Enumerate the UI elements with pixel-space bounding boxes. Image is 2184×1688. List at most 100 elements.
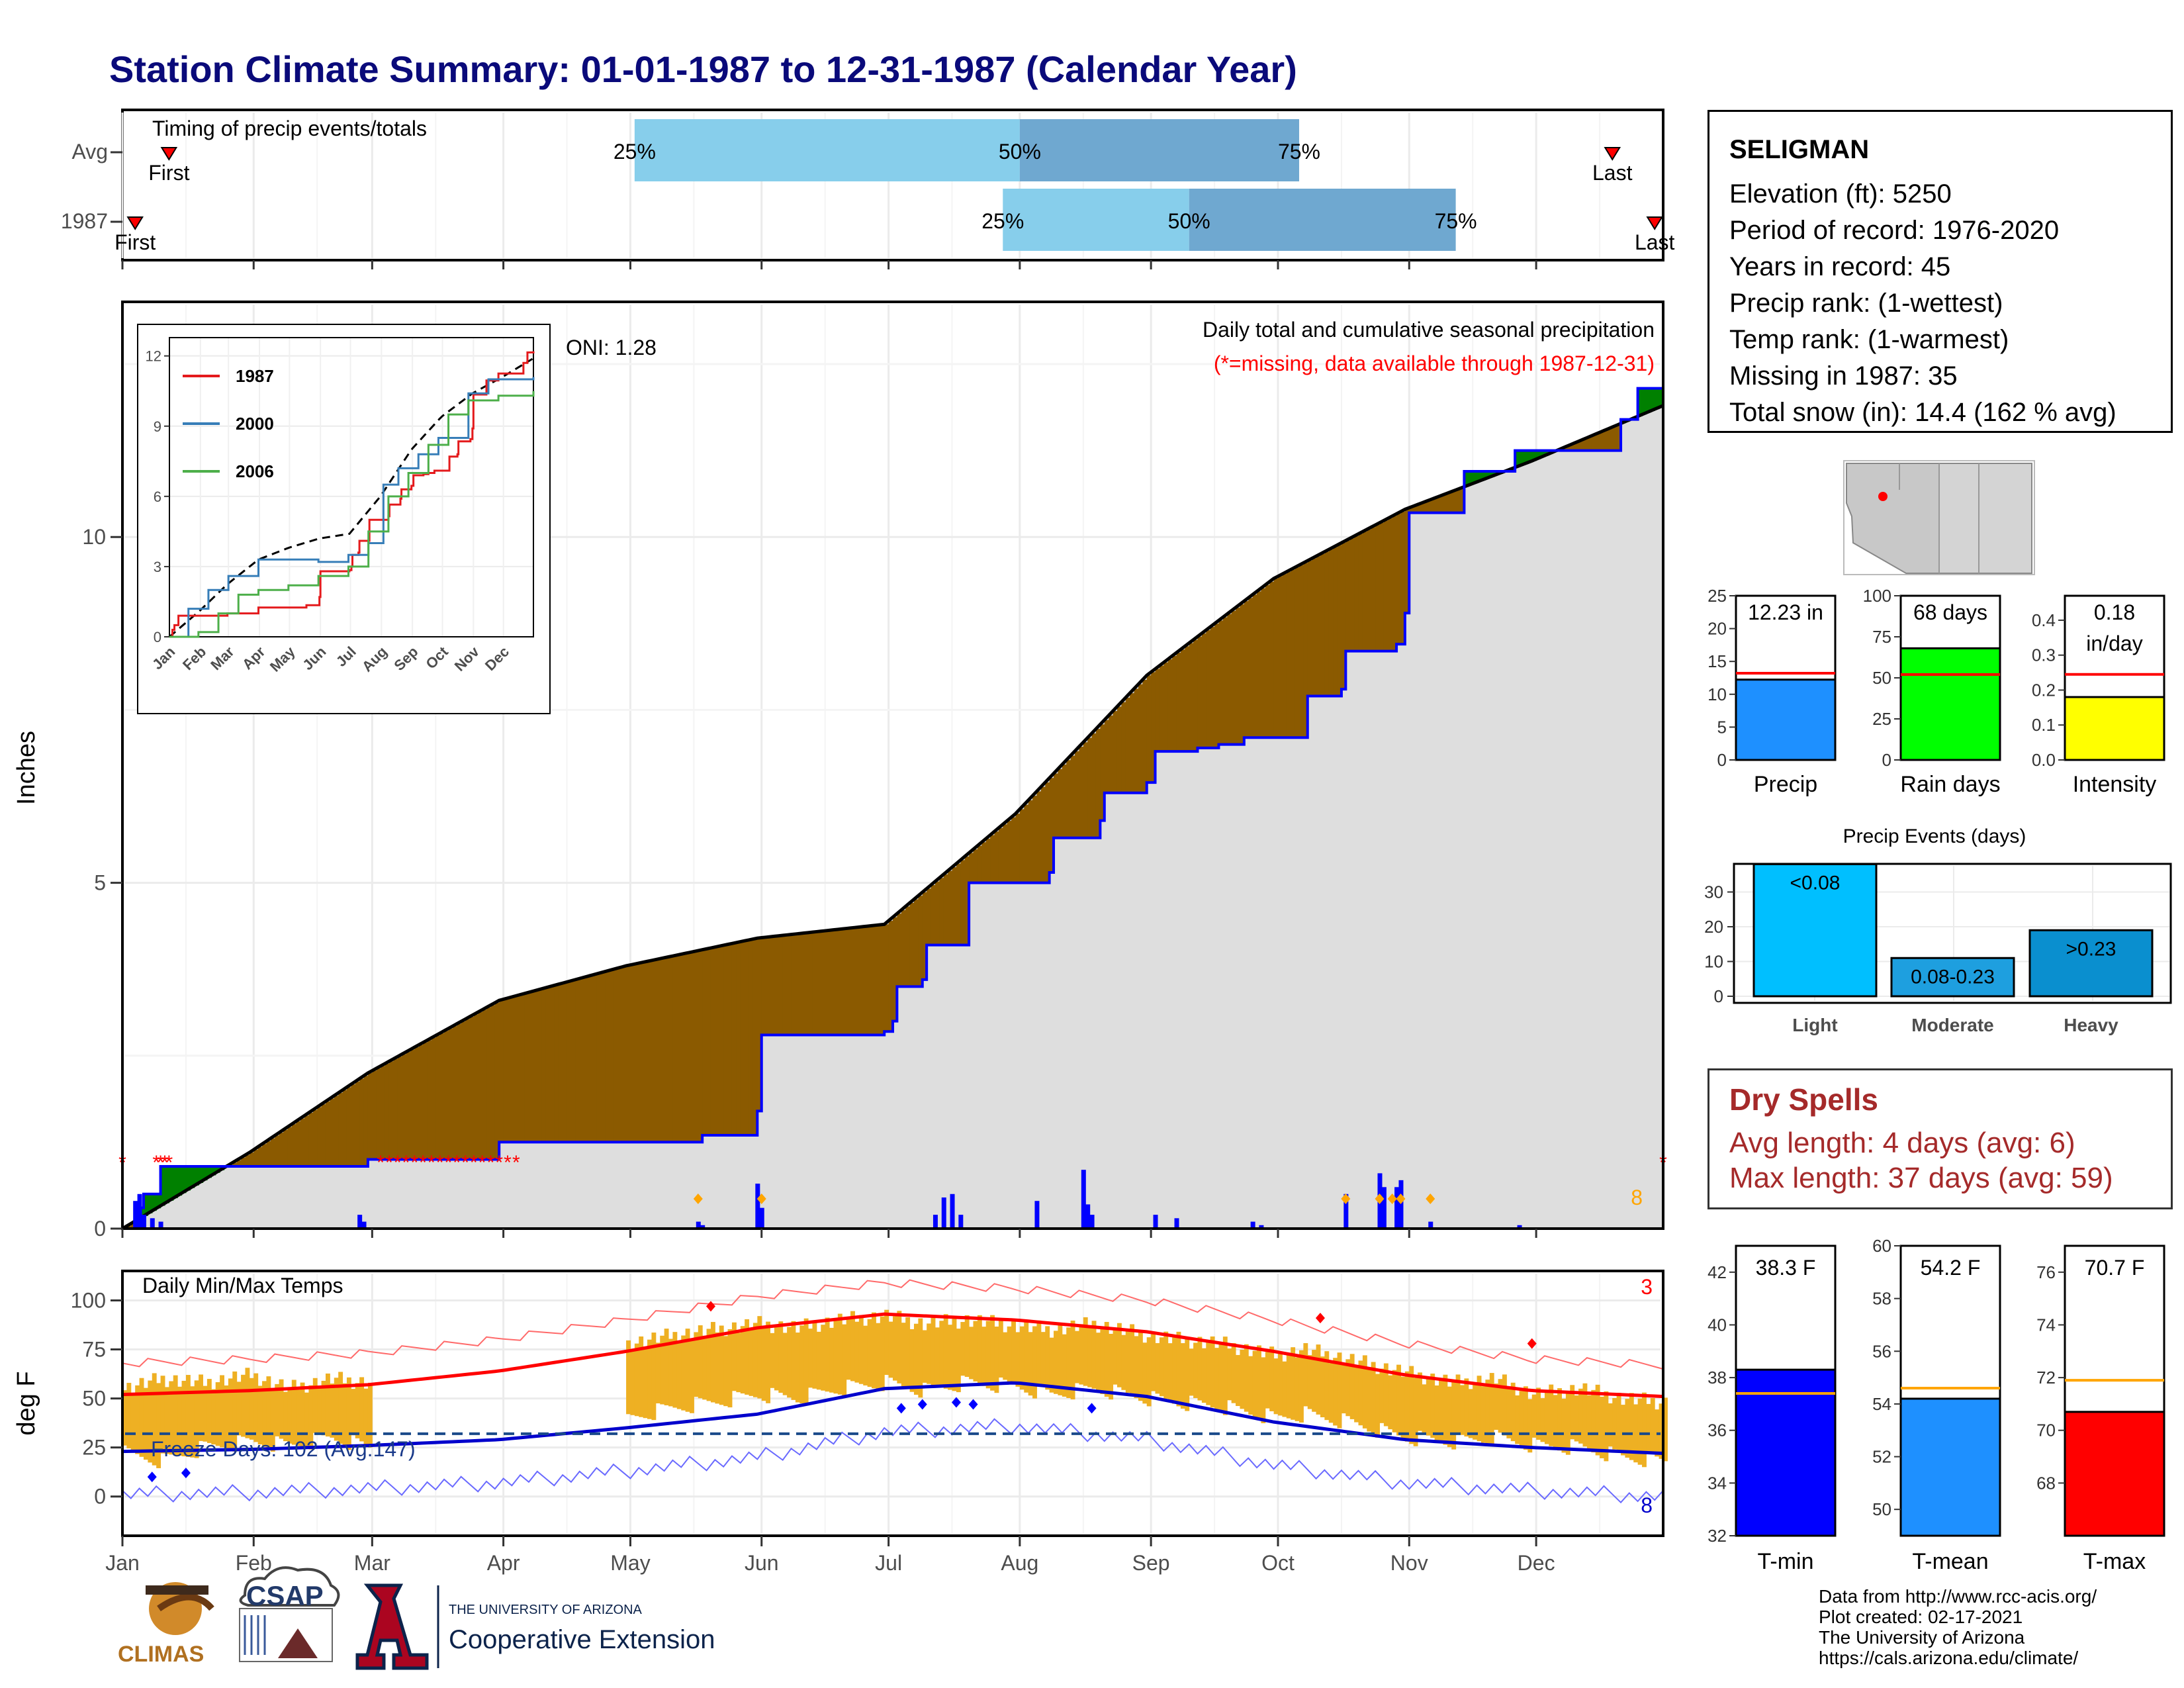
last-marker xyxy=(1604,147,1621,161)
daily-temp-range xyxy=(1320,1356,1325,1418)
deficit-segment xyxy=(512,997,517,1143)
daily-temp-range xyxy=(342,1383,347,1447)
daily-temp-range xyxy=(1007,1326,1012,1382)
daily-temp-range xyxy=(863,1325,868,1385)
daily-temp-range xyxy=(702,1335,707,1400)
daily-temp-range xyxy=(1557,1388,1563,1451)
surplus-segment xyxy=(143,1194,148,1216)
deficit-segment xyxy=(584,977,589,1143)
daily-temp-range xyxy=(745,1319,750,1395)
deficit-segment xyxy=(774,936,779,1035)
daily-temp-range xyxy=(1062,1334,1067,1397)
deficit-segment xyxy=(330,1098,335,1166)
record-low-marker xyxy=(896,1403,906,1414)
deficit-segment xyxy=(397,1056,402,1160)
daily-temp-range xyxy=(939,1321,944,1387)
temp-title: Daily Min/Max Temps xyxy=(142,1274,343,1297)
daily-temp-range xyxy=(1510,1382,1516,1442)
daily-temp-range xyxy=(148,1380,153,1463)
deficit-segment xyxy=(342,1090,347,1166)
temp-ytick: 72 xyxy=(2036,1368,2056,1387)
daily-temp-range xyxy=(194,1380,199,1458)
daily-temp-range xyxy=(1295,1357,1300,1421)
deficit-segment xyxy=(630,964,635,1143)
ytick-label: 75 xyxy=(82,1338,106,1362)
credit-line-created: Plot created: 02-17-2021 xyxy=(1819,1607,2023,1627)
deficit-segment xyxy=(1388,518,1393,651)
deficit-segment xyxy=(545,988,551,1143)
deficit-segment xyxy=(719,946,724,1135)
deficit-segment xyxy=(757,938,762,1111)
daily-temp-range xyxy=(854,1321,860,1383)
daily-temp-range xyxy=(1621,1405,1625,1456)
deficit-segment xyxy=(1024,804,1029,883)
deficit-segment xyxy=(1418,504,1423,513)
deficit-segment xyxy=(1049,778,1054,872)
deficit-segment xyxy=(1058,769,1063,838)
daily-temp-range xyxy=(956,1329,961,1393)
daily-temp-range xyxy=(876,1323,881,1390)
daily-temp-range xyxy=(1159,1337,1164,1397)
daily-temp-range xyxy=(668,1338,673,1407)
daily-temp-range xyxy=(850,1311,855,1382)
deficit-segment xyxy=(1167,659,1173,752)
month-label: Nov xyxy=(1390,1551,1428,1575)
temp-panel: Daily Min/Max Temps Freeze Days: 102 (Av… xyxy=(13,260,1668,1575)
deficit-segment xyxy=(588,976,593,1143)
missing-marker: * xyxy=(470,1152,478,1174)
record-low-marker xyxy=(917,1399,927,1410)
surplus-segment xyxy=(194,1166,199,1186)
daily-temp-range xyxy=(1257,1345,1261,1421)
temp-ytick: 68 xyxy=(2036,1473,2056,1493)
daily-temp-range xyxy=(1116,1323,1122,1387)
ua-logo: THE UNIVERSITY OF ARIZONA Cooperative Ex… xyxy=(355,1583,715,1670)
deficit-segment xyxy=(795,933,800,1035)
deficit-segment xyxy=(918,896,923,987)
daily-temp-range xyxy=(1349,1354,1355,1419)
daily-temp-range xyxy=(1252,1350,1257,1418)
daily-precip-bar xyxy=(958,1215,964,1229)
temp-ytick: 34 xyxy=(1707,1473,1727,1493)
daily-temp-range xyxy=(1146,1337,1152,1407)
deficit-segment xyxy=(1066,760,1071,838)
deficit-segment xyxy=(1151,672,1156,783)
deficit-segment xyxy=(621,966,627,1143)
inset-ytick: 3 xyxy=(154,559,161,575)
deficit-segment xyxy=(283,1129,289,1166)
deficit-segment xyxy=(1210,627,1215,748)
deficit-segment xyxy=(605,971,610,1143)
daily-precip-bar xyxy=(357,1215,363,1229)
daily-temp-range xyxy=(1494,1383,1499,1430)
deficit-segment xyxy=(1443,494,1448,513)
temp-ytick: 54 xyxy=(1872,1394,1891,1414)
deficit-segment xyxy=(931,884,936,945)
cumulative-1987-line xyxy=(122,385,1664,1230)
deficit-segment xyxy=(1269,581,1275,738)
missing-marker: * xyxy=(165,1152,173,1174)
temp-ytick: 74 xyxy=(2036,1315,2056,1335)
inset-ytick: 12 xyxy=(146,348,161,365)
ytick-label: 10 xyxy=(82,525,106,549)
daily-temp-range xyxy=(1600,1396,1604,1458)
deficit-segment xyxy=(300,1118,305,1166)
daily-temp-range xyxy=(283,1391,288,1442)
deficit-segment xyxy=(1231,610,1236,745)
metric-ytick: 10 xyxy=(1707,684,1727,704)
snow-marker xyxy=(756,1194,766,1204)
surplus-segment xyxy=(1464,471,1469,487)
inset-legend-label: 2000 xyxy=(236,414,274,434)
daily-temp-range xyxy=(228,1378,233,1450)
daily-temp-range xyxy=(215,1382,220,1446)
temp-ytick: 36 xyxy=(1707,1421,1727,1440)
deficit-segment xyxy=(655,959,660,1143)
surplus-segment xyxy=(1646,388,1651,413)
snow-marker xyxy=(693,1194,703,1204)
deficit-segment xyxy=(275,1135,280,1166)
deficit-segment xyxy=(1324,551,1330,696)
daily-temp-range xyxy=(1298,1350,1304,1423)
daily-temp-range xyxy=(694,1332,699,1397)
deficit-segment xyxy=(533,991,538,1143)
temp-ytick: 38 xyxy=(1707,1368,1727,1387)
temp-ytick: 50 xyxy=(1872,1499,1891,1519)
daily-temp-range xyxy=(1134,1336,1139,1399)
